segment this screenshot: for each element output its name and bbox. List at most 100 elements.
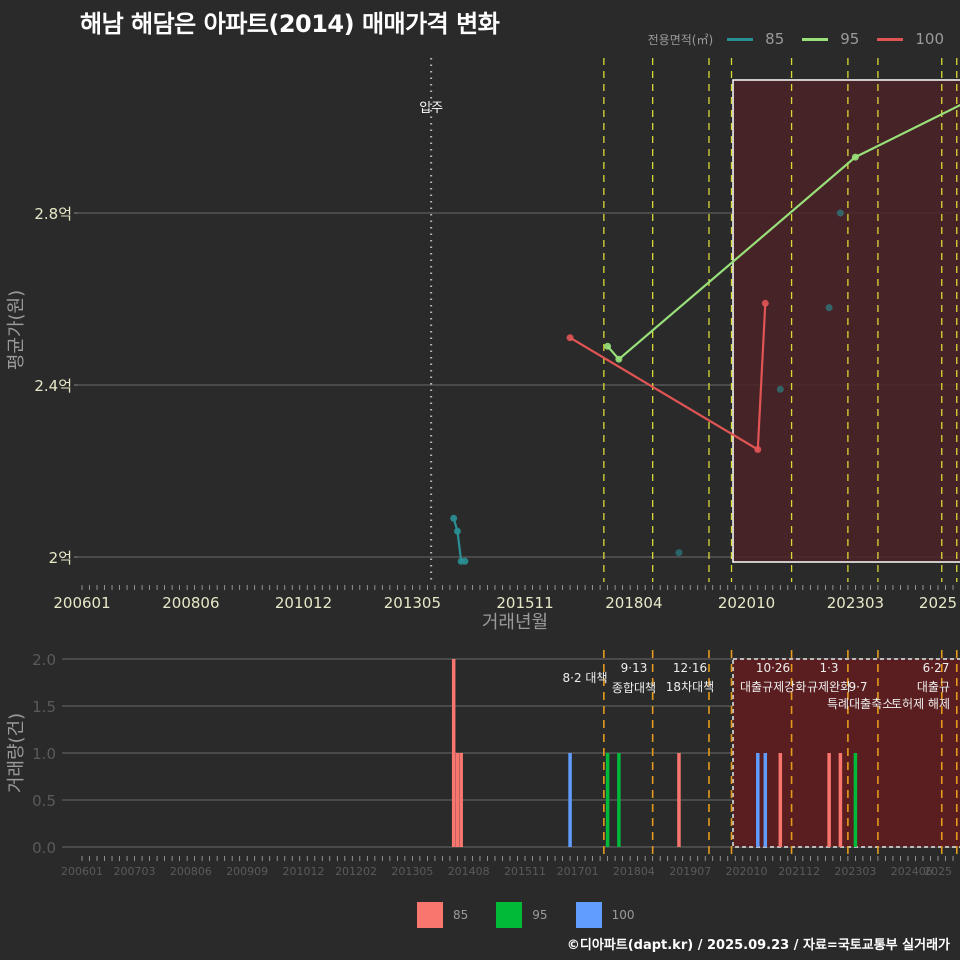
y-tick-label: 1.5 <box>32 698 56 716</box>
x-tick-label: 202112 <box>778 865 820 878</box>
legend-box-label-85: 85 <box>453 908 469 922</box>
data-point[interactable] <box>836 209 844 217</box>
y-axis-title: 거래량(건) <box>6 713 27 793</box>
x-tick-label: 201305 <box>391 865 433 878</box>
x-tick-label: 201202 <box>335 865 377 878</box>
policy-label: 10·26 <box>756 661 790 675</box>
y-tick-label: 0.5 <box>32 792 56 810</box>
x-tick-label: 201408 <box>448 865 490 878</box>
data-point[interactable] <box>453 527 461 535</box>
price-chart: 2억 2.4억 2.8억 입주 200601 200806 201012 201305 2015… <box>6 58 960 633</box>
data-point[interactable] <box>615 355 623 363</box>
x-tick-label: 201305 <box>384 594 441 612</box>
price-legend: 전용면적(㎡) 85 95 100 <box>648 30 952 48</box>
y-tick-label: 2.8억 <box>34 205 72 223</box>
x-tick-label: 2025 <box>919 594 957 612</box>
volume-bar[interactable] <box>677 753 681 847</box>
volume-chart: 0.0 0.5 1.0 1.5 2.0 8·2 대책 9·13 종합대책 12·16 18차대책 1… <box>6 650 960 878</box>
x-tick-label: 200703 <box>114 865 156 878</box>
volume-bar[interactable] <box>617 753 621 847</box>
policy-label: 9·13 <box>621 661 648 675</box>
y-tick-label: 2.0 <box>32 651 56 669</box>
legend-box-label-95: 95 <box>532 908 548 922</box>
legend-title: 전용면적(㎡) <box>647 32 714 47</box>
x-tick-label: 200601 <box>61 865 103 878</box>
y-axis-title: 평균가(원) <box>6 290 27 370</box>
volume-bar[interactable] <box>756 753 760 847</box>
y-tick-label: 0.0 <box>32 839 56 857</box>
x-tick-label: 200806 <box>170 865 212 878</box>
legend-box-85 <box>417 902 443 928</box>
x-tick-label: 202010 <box>726 865 768 878</box>
x-tick-label: 200806 <box>162 594 219 612</box>
legend-box-label-100: 100 <box>611 908 635 922</box>
x-tick-label: 200601 <box>53 594 110 612</box>
data-point[interactable] <box>461 557 469 565</box>
data-point[interactable] <box>754 446 762 453</box>
policy-label: 특례대출축소 <box>827 697 893 711</box>
x-tick-label: 201907 <box>669 865 711 878</box>
legend-box-95 <box>496 902 523 928</box>
data-point[interactable] <box>825 304 833 312</box>
volume-bar[interactable] <box>459 753 463 847</box>
volume-bar[interactable] <box>451 659 456 847</box>
x-tick-label: 2025 <box>924 865 952 878</box>
policy-label: 1·3 <box>819 661 838 675</box>
volume-bar[interactable] <box>827 753 831 847</box>
x-tick-label: 202303 <box>834 865 876 878</box>
volume-bar[interactable] <box>853 753 858 847</box>
legend-label-95: 95 <box>840 30 860 48</box>
volume-bar[interactable] <box>778 753 783 847</box>
volume-bar[interactable] <box>605 753 610 847</box>
policy-label: 대출규 <box>917 680 950 694</box>
policy-label: 6·27 <box>923 661 950 675</box>
volume-bar[interactable] <box>763 753 768 847</box>
policy-label: 8·2 대책 <box>563 670 608 685</box>
source-credit: ©디아파트(dapt.kr) / 2025.09.23 / 자료=국토교통부 실… <box>566 938 950 953</box>
y-tick-label: 2.4억 <box>34 377 72 395</box>
x-tick-label: 201804 <box>605 594 662 612</box>
x-tick-label: 202010 <box>718 594 775 612</box>
price-line-85 <box>452 517 465 563</box>
legend-swatch-95 <box>802 37 829 41</box>
policy-label: 종합대책 <box>612 680 656 695</box>
volume-bar[interactable] <box>568 753 572 847</box>
data-point[interactable] <box>604 342 612 350</box>
x-tick-label: 201804 <box>613 865 655 878</box>
x-tick-label: 202406 <box>891 865 933 878</box>
y-tick-label: 2억 <box>49 549 72 567</box>
policy-label: 토허제 해제 <box>891 697 950 711</box>
volume-bar[interactable] <box>838 753 843 847</box>
x-tick-label: 201012 <box>275 594 332 612</box>
chart-title: 해남 해담은 아파트(2014) 매매가격 변화 <box>80 10 500 38</box>
legend-label-85: 85 <box>765 30 785 48</box>
policy-label: 대출규제강화 <box>740 680 806 694</box>
legend-box-100 <box>575 902 602 928</box>
x-tick-label: 201511 <box>496 594 553 612</box>
policy-label: 12·16 <box>673 661 707 675</box>
highlight-box <box>732 79 960 563</box>
y-tick-label: 1.0 <box>32 745 56 763</box>
legend-label-100: 100 <box>915 30 944 48</box>
data-point[interactable] <box>675 549 683 557</box>
occupancy-label: 입주 <box>419 101 443 116</box>
legend-swatch-85 <box>727 37 754 41</box>
legend-swatch-100 <box>877 37 904 41</box>
x-tick-label: 200909 <box>226 865 268 878</box>
volume-bar[interactable] <box>455 753 460 847</box>
x-tick-label: 201511 <box>504 865 546 878</box>
data-point[interactable] <box>450 514 458 522</box>
volume-legend: 85 95 100 <box>417 902 662 928</box>
data-point[interactable] <box>761 299 769 307</box>
x-axis-title: 거래년월 <box>482 612 548 633</box>
x-tick-label: 201701 <box>557 865 599 878</box>
data-point[interactable] <box>566 334 574 342</box>
x-tick-label: 201012 <box>283 865 325 878</box>
data-point[interactable] <box>851 153 859 161</box>
policy-label: 규제완화 <box>807 680 851 694</box>
x-tick-label: 202303 <box>827 594 884 612</box>
policy-label: 18차대책 <box>666 679 714 694</box>
price-line-95 <box>606 103 960 361</box>
data-point[interactable] <box>776 385 784 393</box>
